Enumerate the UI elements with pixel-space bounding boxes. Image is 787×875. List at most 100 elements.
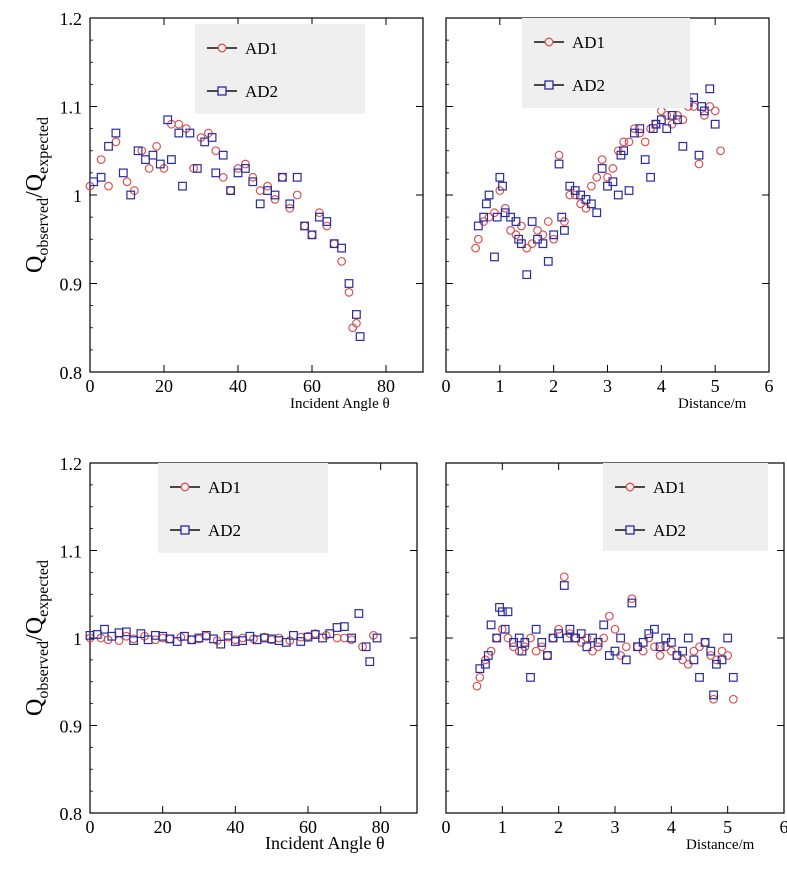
data-point-ad2 (365, 657, 375, 667)
data-point-ad1 (233, 164, 243, 173)
data-point-ad2 (226, 186, 236, 195)
data-point-ad2 (500, 208, 510, 218)
data-point-ad1 (497, 624, 507, 634)
legend: AD1 AD2 (195, 24, 365, 114)
data-point-ad2 (710, 119, 720, 129)
data-point-ad1 (187, 635, 197, 645)
data-point-ad2 (655, 642, 665, 652)
legend-background (522, 18, 690, 108)
data-point-ad2 (533, 234, 542, 244)
data-point-ad1 (270, 195, 280, 204)
data-point-ad2 (498, 181, 507, 191)
data-point-ad1 (337, 256, 347, 266)
data-point-ad1 (630, 124, 639, 134)
x-tick-label: 0 (442, 817, 451, 837)
data-point-ad1 (307, 230, 317, 240)
legend-background (158, 463, 328, 553)
data-point-ad2 (490, 252, 499, 262)
data-point-ad2 (148, 150, 158, 160)
data-point-ad2 (307, 230, 317, 240)
data-point-ad1 (678, 115, 688, 125)
data-point-ad2 (689, 93, 699, 103)
x-tick-label: 2 (554, 817, 563, 837)
data-point-ad2 (531, 624, 541, 634)
data-point-ad2 (136, 629, 146, 639)
x-tick-label: 0 (86, 817, 95, 837)
data-point-ad1 (581, 203, 591, 213)
x-axis-label: Distance/m (686, 837, 755, 853)
data-point-ad2 (172, 637, 182, 646)
y-tick-label: 1 (73, 629, 82, 649)
y-tick-label: 1.1 (60, 98, 83, 118)
data-point-ad2 (557, 212, 567, 222)
data-point-ad2 (627, 598, 637, 608)
data-point-ad2 (241, 164, 250, 173)
y-tick-label: 1.2 (60, 9, 83, 29)
data-point-ad1 (543, 217, 553, 226)
data-point-ad2 (616, 633, 626, 643)
data-point-ad2 (111, 128, 121, 138)
x-axis-label: Distance/m (678, 396, 747, 412)
data-point-ad1 (560, 217, 569, 226)
data-point-ad1 (174, 119, 184, 129)
data-point-ad1 (238, 633, 248, 643)
data-point-ad2 (285, 199, 295, 209)
legend-background (603, 463, 768, 551)
chart-panel-2: 0 1 2 3 4 5 6 Distance/m AD1 AD2 (442, 17, 774, 412)
data-point-ad1 (710, 106, 720, 116)
data-point-ad1 (352, 318, 361, 328)
data-point-ad1 (263, 181, 273, 191)
data-point-ad1 (694, 159, 704, 169)
data-point-ad1 (700, 637, 710, 647)
data-point-ad2 (500, 624, 510, 634)
data-point-ad1 (211, 146, 221, 156)
legend-marker-circle (544, 37, 554, 47)
data-point-ad2 (281, 637, 291, 647)
data-point-ad2 (662, 124, 672, 134)
data-point-ad2 (694, 150, 704, 160)
data-point-ad1 (728, 694, 738, 704)
y-tick-label: 1 (73, 186, 82, 206)
data-point-ad2 (223, 630, 233, 640)
y-axis-label: Qobserved/Qexpected (22, 117, 52, 273)
data-point-ad2 (300, 221, 309, 231)
data-point-ad2 (96, 172, 106, 182)
x-tick-label: 40 (226, 817, 244, 837)
data-point-ad2 (347, 633, 356, 643)
data-point-ad2 (699, 106, 709, 116)
data-point-ad2 (619, 146, 629, 156)
data-point-ad1 (527, 239, 537, 249)
x-axis-label: Incident Angle θ (290, 396, 390, 412)
data-point-ad1 (347, 635, 357, 645)
data-point-ad2 (255, 199, 265, 209)
data-point-ad1 (576, 199, 585, 209)
data-point-ad2 (640, 155, 650, 165)
x-tick-label: 2 (549, 376, 558, 396)
data-point-ad2 (543, 256, 553, 266)
data-point-ad2 (621, 655, 631, 665)
data-point-ad2 (666, 637, 676, 647)
data-point-ad2 (483, 651, 493, 660)
data-point-ad2 (683, 633, 693, 643)
data-point-ad2 (559, 581, 569, 590)
data-point-ad2 (352, 310, 361, 319)
data-point-ad2 (126, 190, 136, 200)
data-point-ad2 (361, 642, 371, 652)
data-point-ad2 (522, 270, 532, 280)
data-point-ad2 (599, 620, 609, 630)
data-point-ad2 (218, 150, 228, 160)
data-point-ad2 (248, 177, 258, 187)
data-point-ad2 (706, 646, 716, 656)
data-point-ad2 (133, 146, 143, 156)
data-point-ad1 (122, 177, 132, 187)
legend-label: AD2 (208, 521, 241, 540)
data-point-ad1 (471, 243, 481, 253)
x-tick-label: 6 (780, 817, 787, 837)
data-point-ad2 (270, 190, 280, 200)
x-tick-label: 0 (442, 376, 451, 396)
y-tick-label: 0.9 (60, 717, 83, 737)
data-point-ad1 (700, 110, 709, 120)
data-point-ad1 (624, 137, 634, 147)
